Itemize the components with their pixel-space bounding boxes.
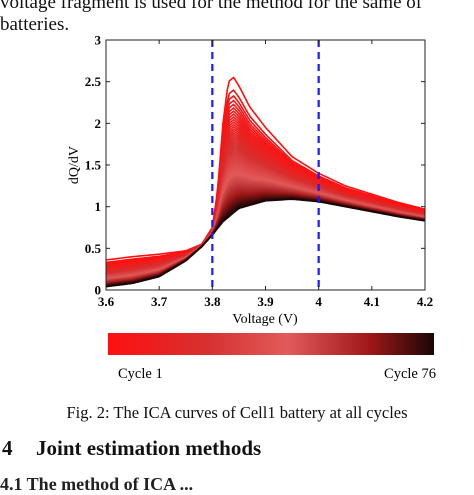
y-axis: 0 0.5 1 1.5 2 2.5 3 (85, 33, 425, 298)
section-title: Joint estimation methods (36, 436, 262, 460)
x-tick-label: 4.2 (417, 294, 433, 309)
y-tick-label: 1.5 (85, 158, 102, 173)
y-tick-label: 0 (95, 283, 102, 298)
subsection-heading-cut: 4.1 The method of ICA ... (0, 474, 194, 494)
x-tick-label: 4.1 (364, 294, 380, 309)
x-tick-label: 3.8 (204, 294, 221, 309)
x-tick-label: 3.7 (151, 294, 168, 309)
x-tick-label: 3.6 (98, 294, 115, 309)
cycle-curve (106, 76, 425, 261)
colorbar-left-label: Cycle 1 (118, 366, 163, 382)
colorbar-right-label: Cycle 76 (384, 366, 436, 382)
body-text-line: voltage fragment is used for the method … (0, 0, 423, 13)
ica-curves (106, 76, 425, 288)
body-text-line: batteries. (0, 14, 70, 35)
figure-caption: Fig. 2: The ICA curves of Cell1 battery … (66, 403, 408, 422)
section-heading: 4 Joint estimation methods (2, 436, 261, 461)
y-tick-label: 0.5 (85, 241, 102, 256)
x-axis: 3.6 3.7 3.8 3.9 4 4.1 4.2 (98, 40, 433, 309)
y-tick-label: 1 (95, 199, 102, 214)
colorbar (108, 333, 434, 355)
x-axis-label: Voltage (V) (232, 312, 298, 327)
y-tick-label: 2.5 (85, 74, 102, 89)
cycle-curve (106, 198, 425, 288)
section-number: 4 (2, 436, 13, 460)
y-axis-label: dQ/dV (67, 146, 82, 184)
ica-figure: 3.6 3.7 3.8 3.9 4 4.1 4.2 0 0.5 1 1.5 2 2.5 3 Voltag… (67, 33, 436, 383)
x-tick-label: 4 (315, 294, 322, 309)
y-tick-label: 3 (95, 33, 102, 48)
cutoff-lines (211, 40, 320, 290)
x-tick-label: 3.9 (257, 294, 274, 309)
y-tick-label: 2 (95, 116, 102, 131)
